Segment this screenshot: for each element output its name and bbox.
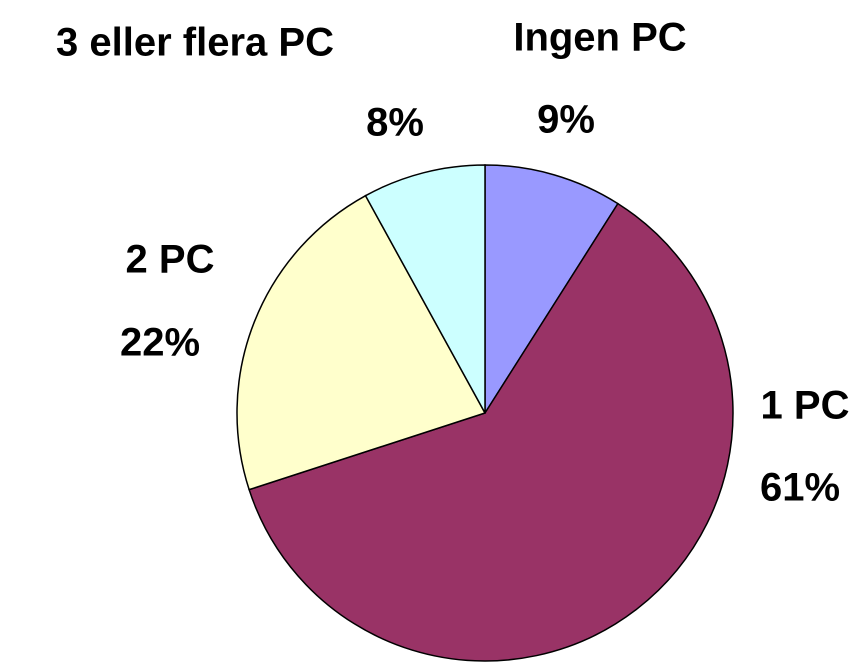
slice-value-label: 61%: [760, 466, 840, 510]
slice-label: 3 eller flera PC: [56, 21, 334, 65]
slice-label: Ingen PC: [513, 16, 686, 60]
pie-slice: [484, 164, 619, 416]
pie-slice: [236, 194, 487, 491]
pie-slice: [248, 202, 734, 662]
pie-slice: [364, 164, 486, 414]
slice-value-label: 8%: [366, 101, 424, 145]
slice-label: 1 PC: [761, 384, 850, 428]
slice-value-label: 9%: [537, 98, 595, 142]
slice-label: 2 PC: [126, 238, 215, 282]
slice-value-label: 22%: [120, 321, 200, 365]
